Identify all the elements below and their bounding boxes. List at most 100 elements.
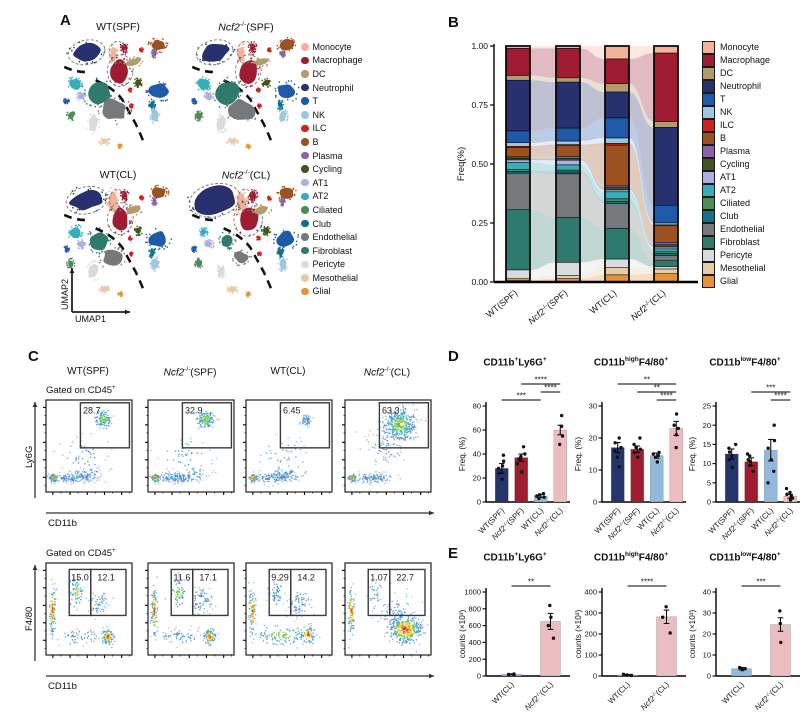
legend-item: Cycling bbox=[702, 157, 770, 171]
umap-cluster-endothelial bbox=[233, 251, 249, 264]
bar-segment bbox=[505, 277, 531, 281]
bar-segment bbox=[604, 189, 630, 193]
data-point bbox=[501, 459, 506, 463]
panel-b-legend: Monocyte Macrophage DC Neutrophil T NK ILC B Pla… bbox=[702, 40, 770, 288]
data-point bbox=[521, 445, 526, 449]
umap-cluster-fibroblast bbox=[221, 234, 233, 247]
legend-swatch-icon bbox=[301, 97, 309, 105]
legend-item: Macrophage bbox=[301, 54, 363, 68]
bar-segment bbox=[505, 171, 531, 174]
legend-item: Monocyte bbox=[301, 40, 363, 54]
panel-b-label: B bbox=[448, 14, 459, 31]
legend-swatch-icon bbox=[301, 151, 309, 160]
x-tick-label: Ncf2-/-(CL) bbox=[753, 680, 785, 712]
bar-segment bbox=[653, 246, 679, 250]
gated-note: Gated on CD45+ bbox=[46, 384, 116, 397]
umap-cluster-mesothelial bbox=[100, 286, 109, 292]
flow-gate bbox=[181, 402, 233, 449]
gate-value: 63.3 bbox=[382, 405, 400, 415]
data-point bbox=[727, 458, 731, 462]
umap-cluster-cycling bbox=[262, 227, 270, 235]
data-point bbox=[519, 454, 523, 459]
bar-segment bbox=[555, 48, 581, 79]
data-point bbox=[743, 666, 747, 671]
umap-cluster-mesothelial bbox=[228, 286, 237, 293]
umap-cluster-fibroblast bbox=[88, 82, 111, 105]
flow-y-axis bbox=[32, 402, 38, 498]
umap-cluster-ciliated bbox=[195, 259, 203, 268]
bar-segment bbox=[653, 253, 679, 256]
bar-segment bbox=[505, 159, 531, 163]
flow-plot: 32.9 bbox=[145, 399, 235, 495]
bar-segment bbox=[604, 267, 630, 276]
data-point bbox=[653, 455, 658, 459]
flow-plot: 6.45 bbox=[243, 399, 333, 495]
chart-title: CD11bhighF4/80+ bbox=[593, 551, 669, 564]
bar-segment bbox=[604, 186, 630, 191]
gated-note: Gated on CD45+ bbox=[46, 547, 116, 560]
legend-swatch-icon bbox=[301, 56, 309, 65]
bar-segment bbox=[555, 156, 581, 159]
flow-gate bbox=[290, 568, 327, 617]
flow-plot: 15.0 12.1 bbox=[43, 562, 133, 658]
umap-cluster-b bbox=[279, 38, 295, 51]
legend-item: Glial bbox=[702, 274, 770, 288]
umap-cluster-club bbox=[277, 101, 283, 109]
umap-cluster-fibroblast bbox=[215, 82, 240, 106]
data-point bbox=[778, 621, 782, 626]
umap-cluster-dc bbox=[125, 58, 141, 67]
umap-cluster-plasma bbox=[280, 198, 285, 205]
legend-swatch-icon bbox=[301, 233, 309, 241]
legend-swatch-icon bbox=[301, 124, 309, 133]
umap-cluster-macrophage bbox=[112, 207, 128, 231]
legend-swatch-icon bbox=[301, 70, 309, 78]
legend-swatch-icon bbox=[702, 261, 715, 275]
data-point bbox=[613, 441, 617, 445]
data-point bbox=[523, 452, 527, 456]
umap-cluster-endothelial bbox=[102, 98, 126, 119]
umap-cluster-at1 bbox=[204, 240, 212, 248]
umap-cluster-club bbox=[149, 100, 155, 110]
chart-title: CD11b+Ly6G+ bbox=[483, 551, 547, 564]
umap-cluster-at1 bbox=[77, 241, 85, 248]
legend-swatch-icon bbox=[702, 105, 715, 119]
data-point bbox=[559, 413, 564, 418]
data-point bbox=[546, 623, 550, 628]
x-tick-label: WT(CL) bbox=[720, 680, 746, 706]
data-point bbox=[789, 494, 794, 498]
bar bbox=[656, 616, 677, 677]
data-point bbox=[520, 470, 524, 474]
data-point bbox=[676, 426, 681, 431]
bar-segment bbox=[604, 184, 630, 188]
flow-x-axis bbox=[46, 510, 434, 516]
bar-segment bbox=[555, 164, 581, 171]
bar-segment bbox=[505, 157, 531, 161]
data-point bbox=[672, 423, 676, 427]
data-point bbox=[537, 496, 541, 501]
sig-stars: *** bbox=[517, 392, 526, 401]
legend-swatch-icon bbox=[702, 235, 715, 249]
umap-cluster-plasma bbox=[152, 50, 157, 57]
data-point bbox=[621, 672, 626, 677]
data-point bbox=[617, 436, 621, 440]
umap-plot bbox=[187, 182, 299, 298]
umap-cluster-nk bbox=[151, 109, 159, 122]
bar-segment bbox=[555, 171, 581, 175]
legend-swatch-icon bbox=[702, 196, 715, 210]
legend-item: NK bbox=[301, 108, 363, 122]
bar-segment bbox=[604, 198, 630, 202]
legend-swatch-icon bbox=[301, 274, 309, 282]
legend-item: Pericyte bbox=[702, 248, 770, 262]
umap-cluster-t bbox=[277, 84, 296, 99]
bar-segment bbox=[604, 83, 630, 93]
data-point bbox=[613, 449, 617, 453]
flow-gate bbox=[378, 402, 430, 449]
umap-cluster-nk bbox=[151, 258, 159, 270]
legend-item: NK bbox=[702, 105, 770, 119]
umap-cluster-pericyte bbox=[88, 264, 99, 278]
umap-cluster-t bbox=[148, 83, 169, 98]
sig-stars: ** bbox=[528, 578, 534, 587]
bar bbox=[553, 429, 567, 503]
sig-stars: **** bbox=[544, 384, 556, 393]
